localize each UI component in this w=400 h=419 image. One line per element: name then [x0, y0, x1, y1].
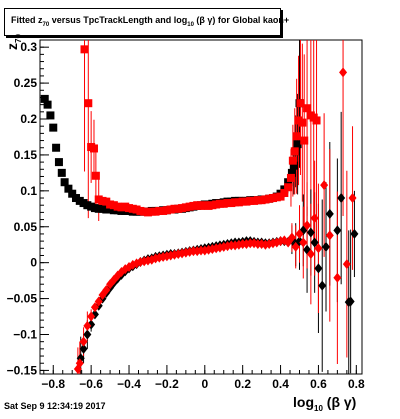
data-point-diamond	[299, 237, 308, 248]
data-point-diamond	[337, 193, 346, 204]
data-point-square	[292, 132, 301, 141]
x-axis-label: log10 (β γ)	[293, 394, 357, 413]
y-tick-label: −0.05	[7, 292, 38, 306]
data-point-diamond	[94, 296, 103, 307]
data-point-square	[40, 94, 49, 103]
y-axis-label: z70	[4, 34, 23, 50]
plot-frame	[39, 39, 363, 375]
x-tick-label: 0.8	[348, 377, 365, 391]
x-tick-label: 0.6	[310, 377, 327, 391]
data-point-diamond	[303, 220, 312, 231]
data-point-diamond	[322, 241, 331, 252]
y-tick-label: −0.15	[7, 363, 38, 377]
data-point-square	[60, 178, 69, 187]
data-point-square	[43, 100, 52, 109]
data-point-square	[49, 123, 58, 132]
data-point-square	[89, 144, 98, 153]
data-point-square	[54, 158, 63, 167]
y-tick-label: 0.2	[20, 112, 37, 126]
data-point-square	[296, 99, 305, 108]
data-point-diamond	[306, 249, 315, 260]
data-point-diamond	[79, 343, 88, 354]
data-point-square	[293, 140, 302, 149]
y-tick-label: −0.1	[13, 327, 37, 341]
data-point-square	[290, 147, 299, 156]
y-tick-label: 0.25	[14, 76, 38, 90]
data-point-square	[300, 136, 309, 145]
data-point-square	[298, 118, 307, 127]
data-point-square	[64, 184, 73, 193]
data-point-diamond	[342, 259, 351, 270]
data-point-diamond	[346, 296, 355, 307]
data-point-diamond	[287, 232, 296, 243]
timestamp-footer: Sat Sep 9 12:34:19 2017	[4, 401, 106, 411]
data-point-square	[303, 104, 312, 113]
data-point-square	[52, 143, 61, 152]
y-tick-label: 0.1	[20, 184, 37, 198]
chart-title: Fitted z70 versus TpcTrackLength and log…	[11, 15, 290, 28]
x-tick-label: −0.4	[117, 377, 141, 391]
data-point-diamond	[314, 263, 323, 274]
data-point-diamond	[310, 213, 319, 224]
data-point-square	[286, 173, 295, 182]
x-tick-label: −0.8	[41, 377, 65, 391]
x-tick-label: 0	[201, 377, 208, 391]
data-point-square	[312, 116, 321, 125]
x-tick-label: 0.4	[272, 377, 289, 391]
data-point-diamond	[333, 272, 342, 283]
data-point-square	[280, 188, 289, 197]
data-point-diamond	[87, 311, 96, 322]
data-point-square	[57, 168, 66, 177]
data-point-diamond	[90, 302, 99, 313]
data-point-diamond	[350, 228, 359, 239]
data-point-square	[289, 161, 298, 170]
data-point-diamond	[318, 280, 327, 291]
x-tick-label: −0.2	[155, 377, 179, 391]
data-point-square	[288, 156, 297, 165]
data-point-diamond	[83, 329, 92, 340]
data-point-square	[284, 178, 293, 187]
y-tick-label: 0	[30, 256, 37, 270]
data-point-square	[84, 99, 93, 108]
data-point-diamond	[83, 320, 92, 331]
data-point-diamond	[102, 284, 111, 295]
data-point-diamond	[333, 225, 342, 236]
data-point-diamond	[325, 230, 334, 241]
y-tick-label: 0.3	[20, 40, 37, 54]
data-point-square	[68, 189, 77, 198]
data-point-square	[80, 45, 89, 54]
data-point-square	[284, 183, 293, 192]
data-point-diamond	[250, 238, 259, 249]
data-point-diamond	[325, 208, 334, 219]
data-point-diamond	[79, 336, 88, 347]
y-tick-label: 0.05	[14, 220, 38, 234]
data-point-diamond	[75, 358, 84, 369]
data-point-square	[287, 168, 296, 177]
data-point-diamond	[159, 251, 168, 262]
data-point-diamond	[310, 237, 319, 248]
data-point-diamond	[306, 227, 315, 238]
data-point-diamond	[291, 241, 300, 252]
data-point-square	[91, 171, 100, 180]
title-box: Fitted z70 versus TpcTrackLength and log…	[4, 8, 289, 36]
y-tick-label: 0.15	[14, 148, 38, 162]
data-point-diamond	[314, 243, 323, 254]
x-tick-label: 0.2	[234, 377, 251, 391]
data-point-diamond	[339, 67, 348, 78]
data-point-diamond	[295, 228, 304, 239]
data-point-diamond	[320, 180, 329, 191]
data-point-square	[46, 111, 55, 120]
data-point-diamond	[348, 193, 357, 204]
x-tick-label: −0.6	[79, 377, 103, 391]
